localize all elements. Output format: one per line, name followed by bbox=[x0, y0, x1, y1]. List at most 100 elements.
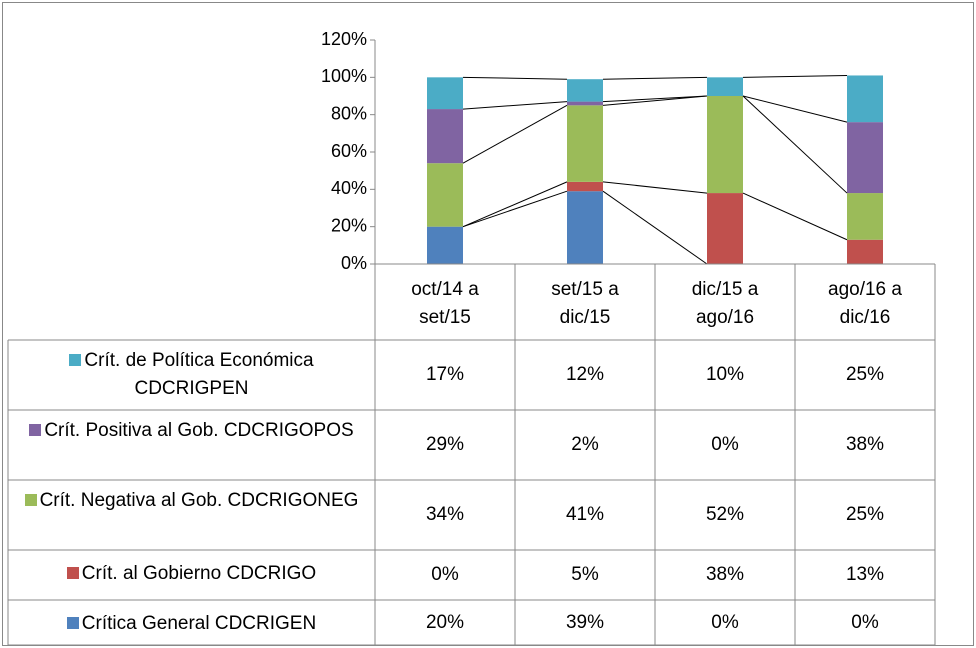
table-value: 29% bbox=[375, 410, 515, 480]
series-line bbox=[462, 76, 568, 80]
x-tick-label-text: ago/16 a dic/16 bbox=[828, 279, 902, 328]
series-line bbox=[462, 101, 568, 110]
x-tick-label: ago/16 a dic/16 bbox=[820, 270, 910, 338]
legend-entry-text: Crítica General CDCRIGEN bbox=[81, 613, 317, 634]
y-tick-label: 100% bbox=[321, 66, 367, 86]
table-value: 17% bbox=[375, 340, 515, 410]
table-value: 13% bbox=[795, 550, 935, 600]
series-line bbox=[742, 95, 848, 194]
table-value-text: 5% bbox=[571, 564, 599, 585]
table-value-text: 29% bbox=[425, 434, 465, 455]
table-value-text: 25% bbox=[845, 364, 885, 385]
table-value-text: 12% bbox=[565, 364, 605, 385]
y-tick-label: 120% bbox=[321, 29, 367, 49]
table-value: 10% bbox=[655, 340, 795, 410]
series-line bbox=[742, 192, 848, 241]
table-value-text: 2% bbox=[571, 434, 599, 455]
table-value-text: 13% bbox=[845, 564, 885, 585]
legend-swatch bbox=[29, 424, 42, 436]
legend-swatch bbox=[24, 494, 37, 506]
table-value: 34% bbox=[375, 480, 515, 550]
table-value-text: 0% bbox=[851, 611, 879, 633]
table-value-text: 10% bbox=[705, 364, 745, 385]
bar-segment bbox=[847, 239, 883, 264]
legend-swatch bbox=[69, 354, 82, 366]
bar-segment bbox=[707, 193, 743, 264]
x-tick-label-text: set/15 a dic/15 bbox=[551, 279, 619, 328]
table-value-text: 0% bbox=[431, 564, 459, 585]
y-tick-label: 20% bbox=[331, 215, 367, 235]
legend-entry-text: Crít. Negativa al Gob. CDCRIGONEG bbox=[39, 490, 359, 511]
series-line bbox=[742, 95, 848, 123]
series-line bbox=[742, 74, 848, 78]
table-value-text: 20% bbox=[425, 611, 465, 633]
bar-segment bbox=[567, 191, 603, 264]
series-line bbox=[462, 190, 568, 228]
y-tick-label: 40% bbox=[331, 178, 367, 198]
table-value-text: 25% bbox=[845, 504, 885, 525]
series-line bbox=[602, 95, 708, 103]
bar-segment bbox=[847, 193, 883, 240]
table-value: 25% bbox=[795, 340, 935, 410]
table-value: 38% bbox=[655, 550, 795, 600]
table-value: 25% bbox=[795, 480, 935, 550]
x-tick-label: set/15 a dic/15 bbox=[540, 270, 630, 338]
table-value-text: 0% bbox=[711, 611, 739, 633]
table-value: 39% bbox=[515, 600, 655, 645]
legend-entry-text: Crít. Positiva al Gob. CDCRIGOPOS bbox=[44, 420, 354, 441]
bar-segment bbox=[567, 105, 603, 182]
x-tick-label-text: oct/14 a set/15 bbox=[411, 279, 479, 328]
legend-entry: Crít. Positiva al Gob. CDCRIGOPOS bbox=[10, 410, 373, 480]
table-value-text: 17% bbox=[425, 364, 465, 385]
table-value: 20% bbox=[375, 600, 515, 645]
bar-segment bbox=[847, 122, 883, 194]
x-tick-label-text: dic/15 a ago/16 bbox=[691, 279, 759, 328]
bar-segment bbox=[707, 77, 743, 96]
table-value: 38% bbox=[795, 410, 935, 480]
series-line bbox=[602, 181, 708, 194]
x-tick-label: dic/15 a ago/16 bbox=[680, 270, 770, 338]
table-value: 41% bbox=[515, 480, 655, 550]
y-tick-label: 0% bbox=[341, 253, 367, 273]
table-value: 0% bbox=[375, 550, 515, 600]
legend-entry: Crít. Negativa al Gob. CDCRIGONEG bbox=[10, 480, 373, 550]
table-value-text: 38% bbox=[845, 434, 885, 455]
series-line bbox=[602, 76, 708, 80]
table-value: 0% bbox=[655, 600, 795, 645]
legend-entry-text: Crít. de Política Económica CDCRIGPEN bbox=[84, 350, 314, 399]
table-value: 0% bbox=[655, 410, 795, 480]
y-tick-label: 80% bbox=[331, 103, 367, 123]
bar-segment bbox=[427, 109, 463, 164]
series-line bbox=[602, 190, 708, 265]
series-line bbox=[462, 104, 568, 164]
bar-segment bbox=[427, 226, 463, 264]
series-line bbox=[462, 181, 568, 228]
legend-entry: Crít. al Gobierno CDCRIGO bbox=[10, 550, 373, 600]
table-value-text: 34% bbox=[425, 504, 465, 525]
table-value: 5% bbox=[515, 550, 655, 600]
table-value-text: 52% bbox=[705, 504, 745, 525]
table-value-text: 0% bbox=[711, 434, 739, 455]
legend-entry: Crít. de Política Económica CDCRIGPEN bbox=[10, 340, 373, 410]
bar-segment bbox=[847, 75, 883, 123]
bar-segment bbox=[567, 181, 603, 192]
bar-segment bbox=[427, 77, 463, 110]
legend-entry: Crítica General CDCRIGEN bbox=[10, 600, 373, 645]
table-value-text: 41% bbox=[565, 504, 605, 525]
series-line bbox=[602, 95, 708, 106]
bar-segment bbox=[567, 79, 603, 102]
table-value: 0% bbox=[795, 600, 935, 645]
legend-entry-text: Crít. al Gobierno CDCRIGO bbox=[81, 563, 317, 584]
bar-segment bbox=[707, 96, 743, 194]
legend-swatch bbox=[66, 617, 79, 629]
table-value: 52% bbox=[655, 480, 795, 550]
table-value-text: 39% bbox=[565, 611, 605, 633]
table-value-text: 38% bbox=[705, 564, 745, 585]
table-value: 12% bbox=[515, 340, 655, 410]
y-tick-label: 60% bbox=[331, 141, 367, 161]
bar-segment bbox=[427, 163, 463, 227]
legend-swatch bbox=[66, 567, 79, 579]
table-value: 2% bbox=[515, 410, 655, 480]
